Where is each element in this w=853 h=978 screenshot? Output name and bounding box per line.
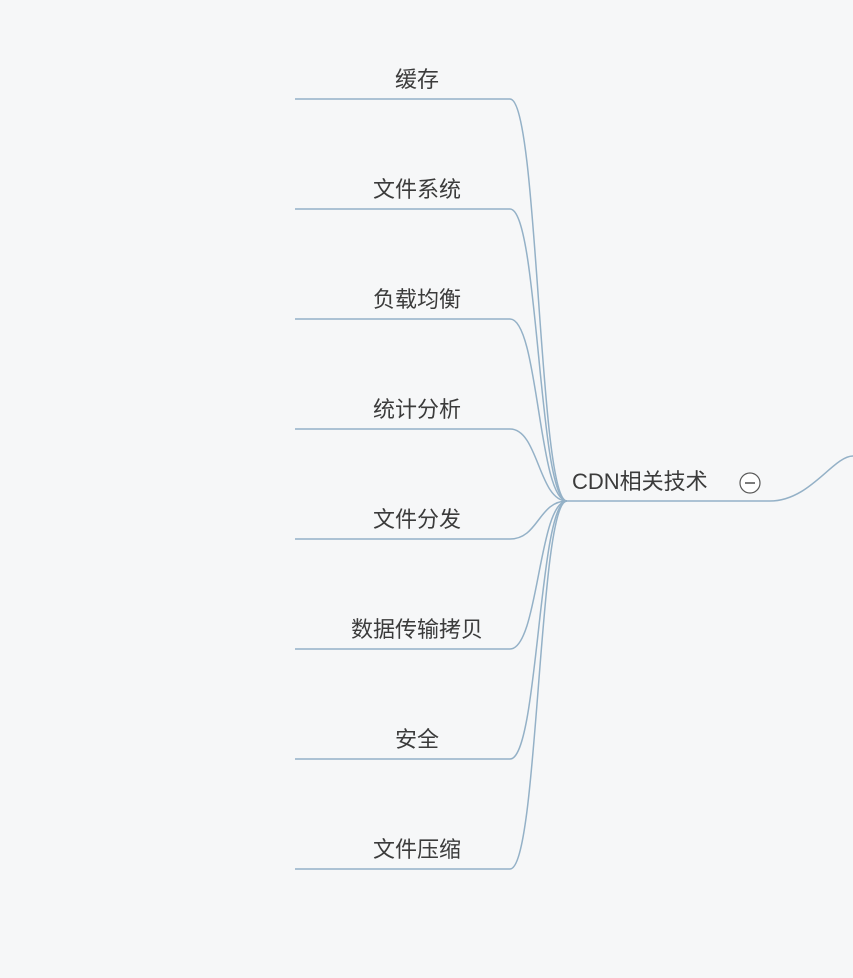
child-node-label: 文件分发 [373,507,461,532]
child-node-label: 数据传输拷贝 [351,617,483,642]
collapse-toggle[interactable] [740,473,760,493]
child-node-label: 文件压缩 [373,837,461,862]
canvas-background [0,0,853,978]
child-node-label: 统计分析 [373,397,461,422]
mindmap-canvas: 缓存文件系统负载均衡统计分析文件分发数据传输拷贝安全文件压缩 CDN相关技术 [0,0,853,978]
child-node-label: 安全 [395,727,439,752]
child-node-label: 负载均衡 [373,287,461,312]
child-node-label: 缓存 [395,67,439,92]
root-node-label: CDN相关技术 [572,469,708,494]
child-node-label: 文件系统 [373,177,461,202]
